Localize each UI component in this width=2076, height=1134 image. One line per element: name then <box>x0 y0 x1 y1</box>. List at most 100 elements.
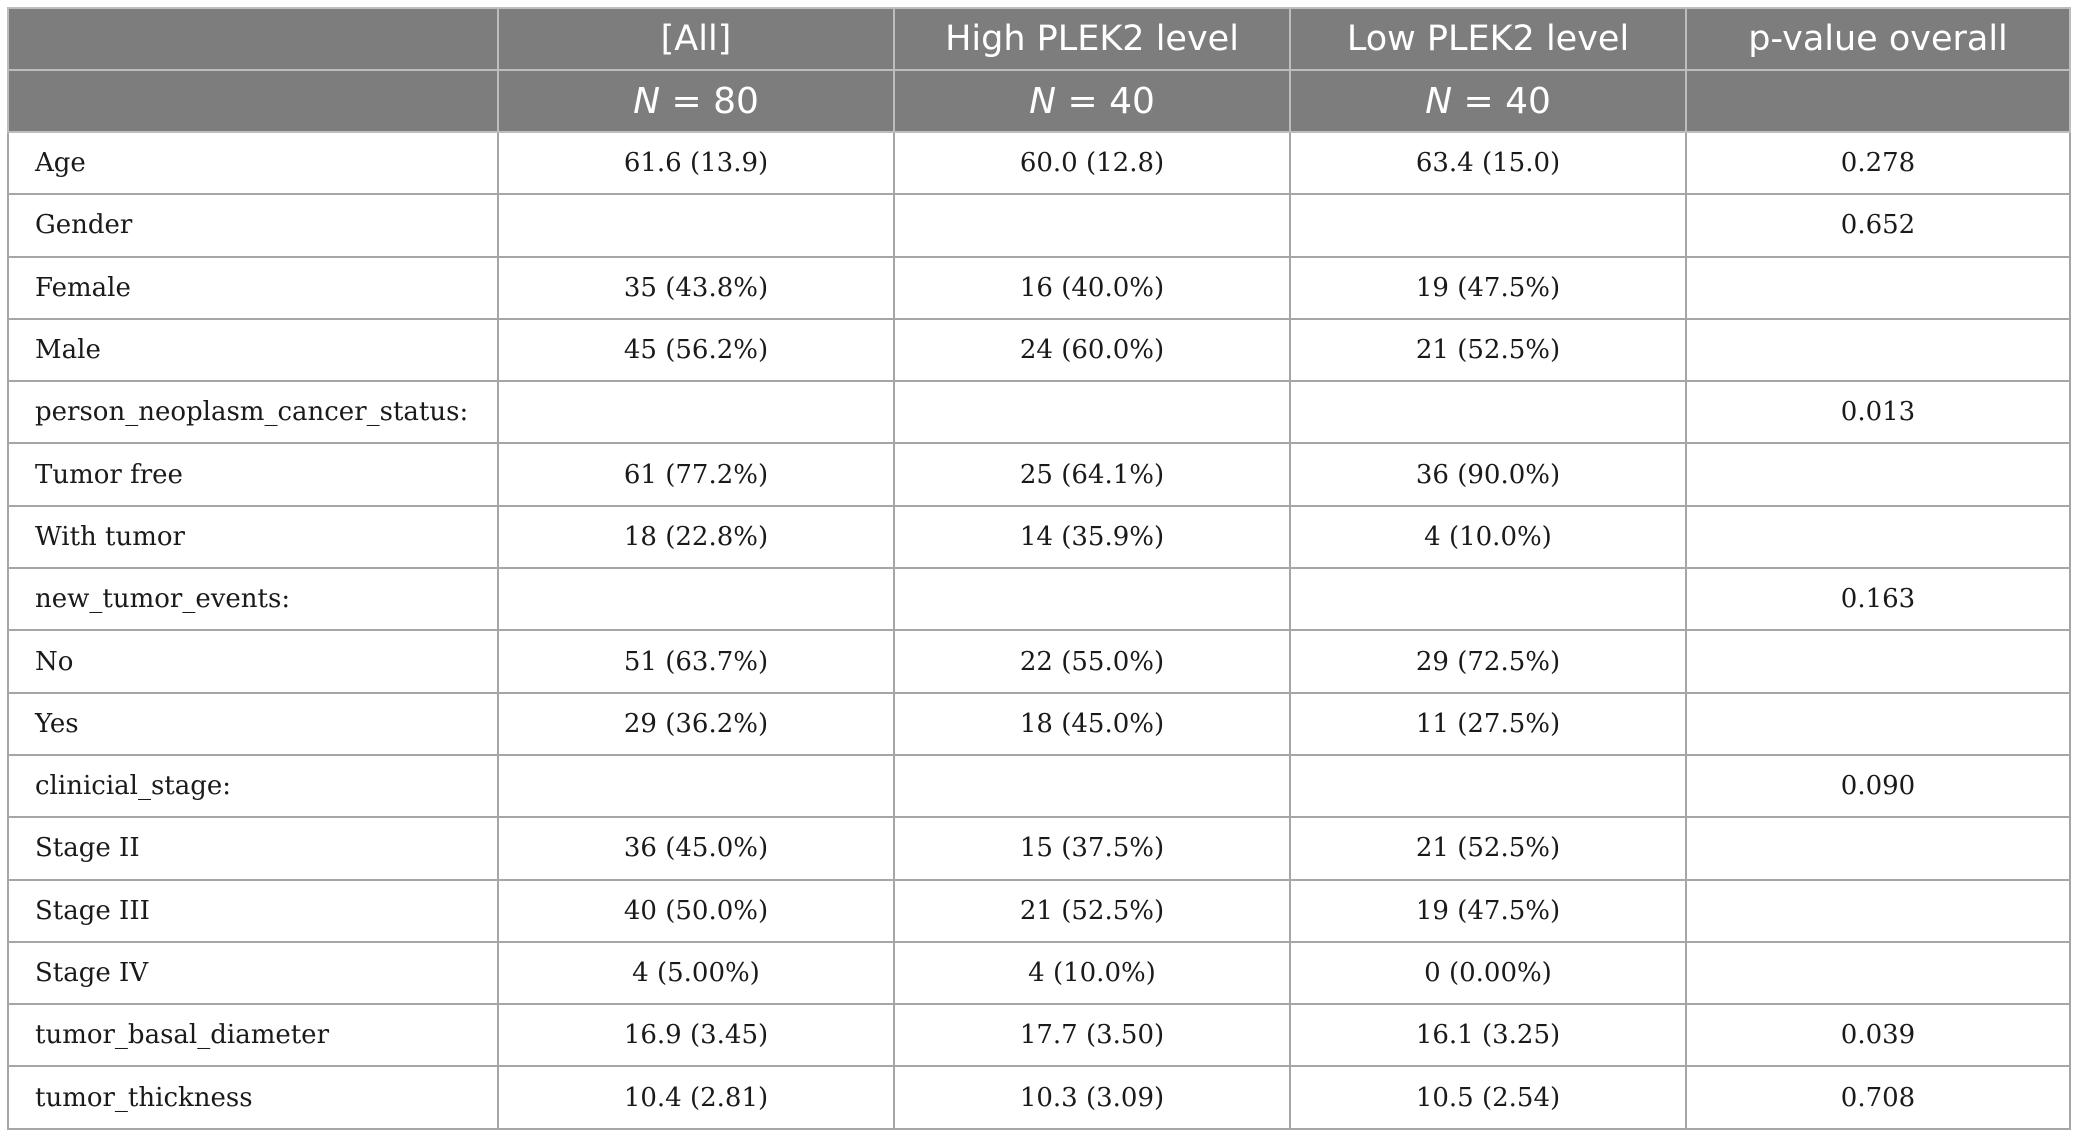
n-label: N <box>1425 80 1453 122</box>
n-cell-variable <box>7 69 499 133</box>
cell-high: 21 (52.5%) <box>893 878 1291 943</box>
row-label-cell: tumor_thickness <box>7 1065 499 1130</box>
cell-low <box>1289 567 1687 632</box>
cell-all: 18 (22.8%) <box>497 504 895 570</box>
table-row: No 51 (63.7%) 22 (55.0%) 29 (72.5%) <box>7 629 2071 694</box>
n-cell-p-value <box>1685 69 2071 133</box>
cell-p-value <box>1685 317 2071 383</box>
cell-all: 45 (56.2%) <box>497 317 895 383</box>
cell-p-value <box>1685 816 2071 881</box>
cell-high: 17.7 (3.50) <box>893 1003 1291 1068</box>
table-row: Female 35 (43.8%) 16 (40.0%) 19 (47.5%) <box>7 255 2071 320</box>
cell-all: 4 (5.00%) <box>497 940 895 1006</box>
table-row: clinicial_stage: 0.090 <box>7 753 2071 819</box>
summary-table: [All] High PLEK2 level Low PLEK2 level p… <box>7 7 2071 1130</box>
cell-p-value: 0.652 <box>1685 193 2071 258</box>
cell-low: 21 (52.5%) <box>1289 317 1687 383</box>
cell-high: 16 (40.0%) <box>893 255 1291 320</box>
n-value: = 40 <box>1067 80 1155 122</box>
cell-p-value: 0.278 <box>1685 130 2071 196</box>
cell-low: 16.1 (3.25) <box>1289 1003 1687 1068</box>
cell-high: 10.3 (3.09) <box>893 1065 1291 1130</box>
n-value: = 40 <box>1463 80 1551 122</box>
cell-low <box>1289 193 1687 258</box>
cell-all: 40 (50.0%) <box>497 878 895 943</box>
cell-p-value: 0.039 <box>1685 1003 2071 1068</box>
n-value: = 80 <box>671 80 759 122</box>
table-row: Age 61.6 (13.9) 60.0 (12.8) 63.4 (15.0) 0.27… <box>7 130 2071 196</box>
table-row: Gender 0.652 <box>7 193 2071 258</box>
cell-low: 29 (72.5%) <box>1289 629 1687 694</box>
cell-low: 36 (90.0%) <box>1289 442 1687 507</box>
cell-p-value <box>1685 940 2071 1006</box>
cell-p-value: 0.090 <box>1685 753 2071 819</box>
cell-high <box>893 380 1291 445</box>
row-label-cell: Stage III <box>7 878 499 943</box>
table-row: new_tumor_events: 0.163 <box>7 567 2071 632</box>
table-row: tumor_basal_diameter 16.9 (3.45) 17.7 (3.5… <box>7 1003 2071 1068</box>
cell-high: 18 (45.0%) <box>893 691 1291 756</box>
cell-high: 24 (60.0%) <box>893 317 1291 383</box>
n-cell-all: N = 80 <box>497 69 895 133</box>
cell-high: 25 (64.1%) <box>893 442 1291 507</box>
cell-high: 14 (35.9%) <box>893 504 1291 570</box>
cell-p-value <box>1685 255 2071 320</box>
row-label-cell: Gender <box>7 193 499 258</box>
row-label-cell: tumor_basal_diameter <box>7 1003 499 1068</box>
cell-low: 21 (52.5%) <box>1289 816 1687 881</box>
row-label-cell: clinicial_stage: <box>7 753 499 819</box>
cell-p-value: 0.013 <box>1685 380 2071 445</box>
cell-all: 61 (77.2%) <box>497 442 895 507</box>
cell-all: 29 (36.2%) <box>497 691 895 756</box>
header-cell-all: [All] <box>497 7 895 71</box>
cell-high: 60.0 (12.8) <box>893 130 1291 196</box>
table-row: Tumor free 61 (77.2%) 25 (64.1%) 36 (90.0%) <box>7 442 2071 507</box>
cell-high: 15 (37.5%) <box>893 816 1291 881</box>
cell-low: 11 (27.5%) <box>1289 691 1687 756</box>
cell-all <box>497 567 895 632</box>
row-label-cell: Age <box>7 130 499 196</box>
cell-low <box>1289 753 1687 819</box>
row-label-cell: No <box>7 629 499 694</box>
header-cell-variable <box>7 7 499 71</box>
table-row: Stage IV 4 (5.00%) 4 (10.0%) 0 (0.00%) <box>7 940 2071 1006</box>
cell-all: 35 (43.8%) <box>497 255 895 320</box>
cell-high <box>893 753 1291 819</box>
n-label: N <box>633 80 661 122</box>
cell-all: 36 (45.0%) <box>497 816 895 881</box>
cell-high: 22 (55.0%) <box>893 629 1291 694</box>
cell-all: 10.4 (2.81) <box>497 1065 895 1130</box>
header-cell-p-value: p-value overall <box>1685 7 2071 71</box>
cell-p-value: 0.163 <box>1685 567 2071 632</box>
cell-low: 63.4 (15.0) <box>1289 130 1687 196</box>
cell-p-value <box>1685 629 2071 694</box>
table-row: Yes 29 (36.2%) 18 (45.0%) 11 (27.5%) <box>7 691 2071 756</box>
cell-low: 19 (47.5%) <box>1289 255 1687 320</box>
cell-low: 10.5 (2.54) <box>1289 1065 1687 1130</box>
row-label-cell: Yes <box>7 691 499 756</box>
table-row: Male 45 (56.2%) 24 (60.0%) 21 (52.5%) <box>7 317 2071 383</box>
n-label: N <box>1029 80 1057 122</box>
row-label-cell: Stage IV <box>7 940 499 1006</box>
cell-low: 4 (10.0%) <box>1289 504 1687 570</box>
row-label-cell: Tumor free <box>7 442 499 507</box>
cell-all <box>497 193 895 258</box>
cell-p-value <box>1685 442 2071 507</box>
table-body: Age 61.6 (13.9) 60.0 (12.8) 63.4 (15.0) 0.27… <box>7 130 2071 1130</box>
header-cell-high: High PLEK2 level <box>893 7 1291 71</box>
cell-high <box>893 193 1291 258</box>
cell-high <box>893 567 1291 632</box>
table-row: Stage III 40 (50.0%) 21 (52.5%) 19 (47.5%) <box>7 878 2071 943</box>
table-row: tumor_thickness 10.4 (2.81) 10.3 (3.09) 10.… <box>7 1065 2071 1130</box>
table-row: person_neoplasm_cancer_status: 0.013 <box>7 380 2071 445</box>
n-cell-low: N = 40 <box>1289 69 1687 133</box>
cell-all <box>497 753 895 819</box>
cell-all <box>497 380 895 445</box>
cell-all: 61.6 (13.9) <box>497 130 895 196</box>
cell-high: 4 (10.0%) <box>893 940 1291 1006</box>
row-label-cell: Male <box>7 317 499 383</box>
table-row: With tumor 18 (22.8%) 14 (35.9%) 4 (10.0%) <box>7 504 2071 570</box>
n-row: N = 80 N = 40 N = 40 <box>7 69 2071 133</box>
cell-p-value: 0.708 <box>1685 1065 2071 1130</box>
table-row: Stage II 36 (45.0%) 15 (37.5%) 21 (52.5%) <box>7 816 2071 881</box>
